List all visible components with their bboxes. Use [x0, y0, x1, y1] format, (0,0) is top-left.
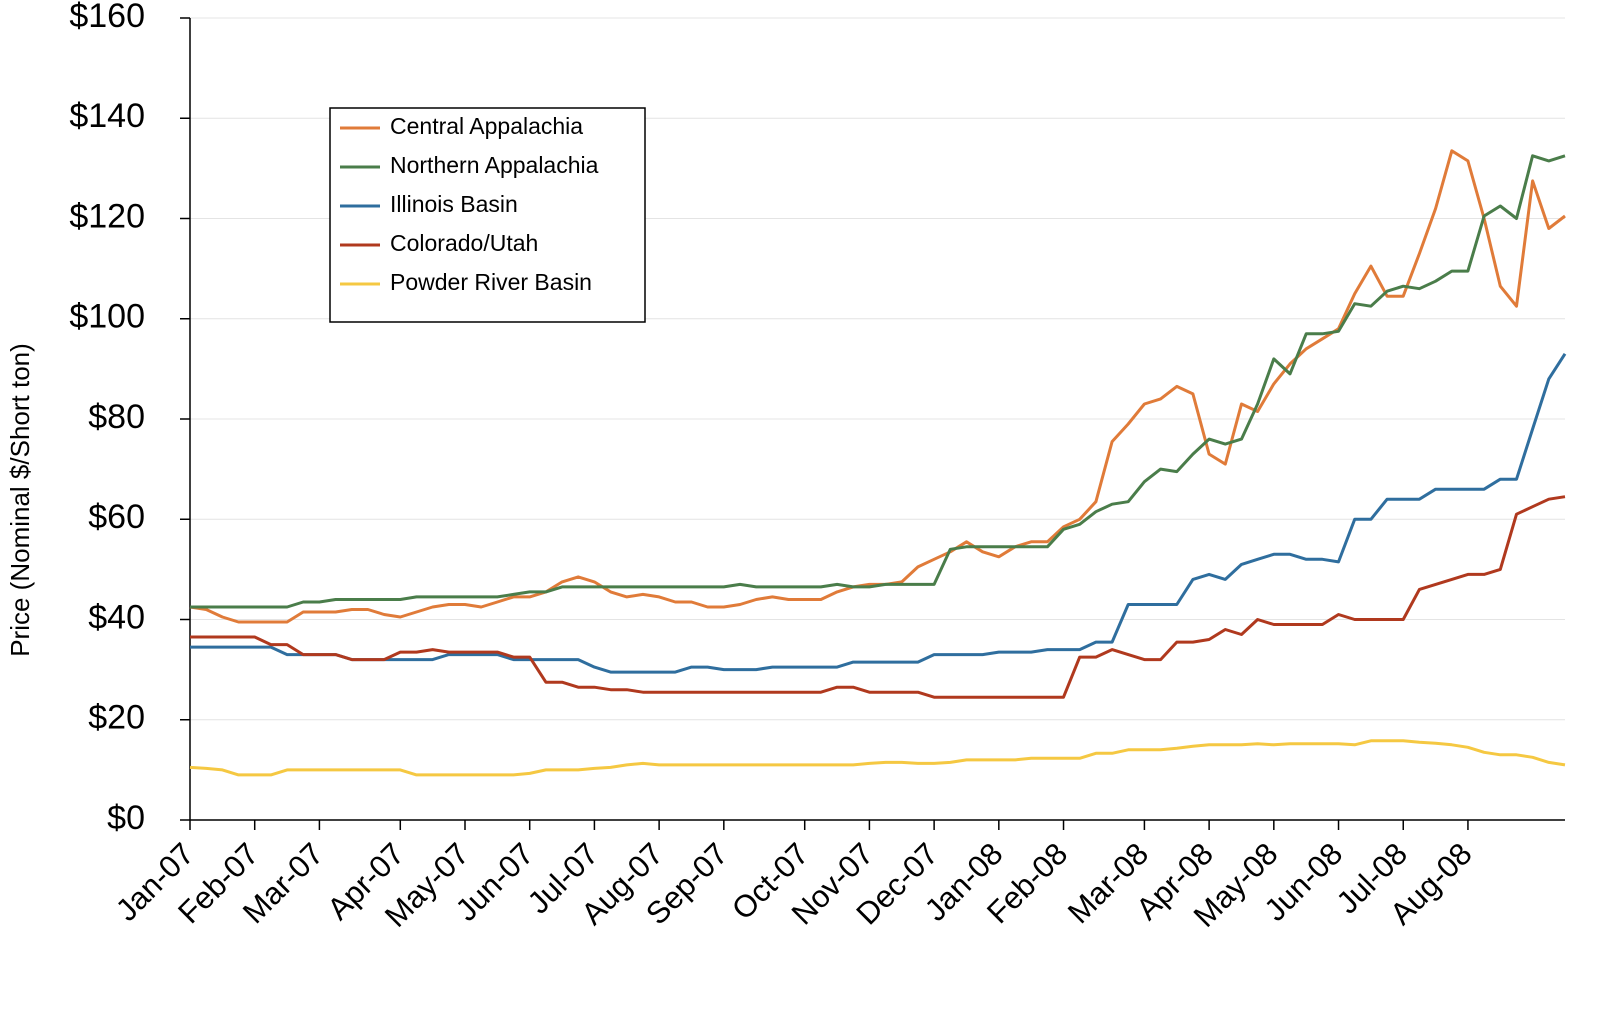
y-tick-label: $100: [69, 298, 145, 336]
series-line: [189, 739, 1566, 777]
y-tick-label: $160: [69, 0, 145, 35]
series-line: [190, 352, 1567, 674]
legend-label: Northern Appalachia: [390, 152, 599, 178]
legend-box: [329, 107, 646, 323]
y-tick-label: $20: [88, 699, 145, 737]
y-tick-label: $80: [88, 398, 145, 436]
series-line: [190, 495, 1566, 699]
legend-label: Colorado/Utah: [390, 230, 538, 256]
y-tick-label: $140: [69, 97, 145, 135]
y-tick-label: $0: [107, 799, 145, 837]
y-tick-label: $60: [88, 498, 145, 536]
y-tick-label: $40: [88, 598, 145, 636]
y-axis-label: Price (Nominal $/Short ton): [5, 343, 35, 657]
legend-label: Central Appalachia: [390, 113, 583, 139]
legend-label: Illinois Basin: [390, 191, 518, 217]
y-tick-label: $120: [69, 197, 145, 235]
legend-label: Powder River Basin: [390, 269, 592, 295]
series-line: [190, 154, 1566, 609]
x-tick-label: Mar-08: [1061, 836, 1155, 930]
